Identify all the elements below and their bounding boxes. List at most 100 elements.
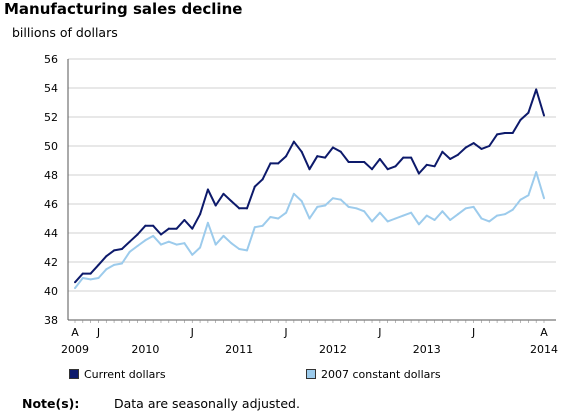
x-tick-month-label: J: [471, 326, 475, 339]
data-point: [206, 188, 209, 191]
data-point: [496, 133, 499, 136]
data-point: [128, 240, 131, 243]
data-point: [89, 278, 92, 281]
data-point: [175, 227, 178, 230]
data-point: [128, 250, 131, 253]
x-tick-year-label: 2011: [225, 343, 253, 356]
data-point: [183, 242, 186, 245]
data-point: [488, 220, 491, 223]
data-point: [89, 272, 92, 275]
data-point: [464, 146, 467, 149]
data-point: [269, 216, 272, 219]
note-text: Data are seasonally adjusted.: [114, 396, 300, 411]
data-point: [543, 197, 545, 200]
legend-label-constant: 2007 constant dollars: [321, 367, 441, 381]
data-point: [81, 276, 84, 279]
data-point: [402, 156, 405, 159]
series-line-constant-dollars: [74, 171, 545, 289]
x-tick-month-label: J: [96, 326, 100, 339]
y-tick-label-46: 46: [44, 198, 58, 211]
data-point: [480, 217, 483, 220]
data-point: [316, 155, 319, 158]
data-point: [214, 204, 217, 207]
data-point: [199, 246, 202, 249]
data-point: [74, 287, 76, 290]
data-point: [308, 217, 311, 220]
data-point: [261, 178, 264, 181]
data-point: [464, 207, 467, 210]
data-point: [496, 214, 499, 217]
data-point: [300, 150, 303, 153]
x-tick-month-label: A: [71, 326, 79, 339]
x-tick-year-label: 2014: [530, 343, 558, 356]
data-point: [316, 205, 319, 208]
chart-title: Manufacturing sales decline: [4, 0, 243, 18]
data-point: [519, 118, 522, 121]
data-point: [449, 158, 452, 161]
data-point: [277, 217, 280, 220]
note: Note(s): Data are seasonally adjusted.: [22, 396, 300, 411]
data-point: [417, 223, 420, 226]
data-point: [292, 192, 295, 195]
grid-lines: [68, 58, 556, 292]
data-point: [339, 150, 342, 153]
y-tick-label-44: 44: [44, 227, 58, 240]
data-point: [167, 227, 170, 230]
legend-item-constant-dollars: 2007 constant dollars: [306, 367, 441, 381]
data-point: [105, 255, 108, 258]
data-point: [355, 160, 358, 163]
data-point: [472, 205, 475, 208]
data-point: [167, 240, 170, 243]
data-point: [105, 268, 108, 271]
x-tick-year-label: 2009: [61, 343, 89, 356]
data-point: [480, 147, 483, 150]
data-point: [441, 210, 444, 213]
data-point: [191, 253, 194, 256]
note-label: Note(s):: [22, 396, 80, 411]
data-point: [339, 198, 342, 201]
data-point: [503, 213, 506, 216]
data-point: [285, 155, 288, 158]
data-point: [152, 234, 155, 237]
data-point: [113, 263, 116, 266]
data-point: [503, 131, 506, 134]
data-point: [269, 162, 272, 165]
data-point: [410, 156, 413, 159]
data-point: [144, 224, 147, 227]
series-line-current-dollars: [74, 88, 545, 283]
data-point: [222, 234, 225, 237]
data-point: [347, 160, 350, 163]
data-point: [245, 207, 248, 210]
data-point: [308, 168, 311, 171]
data-point: [324, 204, 327, 207]
legend-label-current: Current dollars: [84, 367, 166, 381]
data-point: [253, 185, 256, 188]
data-point: [394, 165, 397, 168]
data-point: [371, 220, 374, 223]
data-point: [222, 192, 225, 195]
x-tick-month-label: A: [540, 326, 548, 339]
series-lines: [74, 88, 545, 290]
data-point: [159, 233, 162, 236]
data-point: [433, 218, 436, 221]
data-point: [535, 88, 538, 91]
data-point: [175, 243, 178, 246]
data-point: [136, 233, 139, 236]
data-point: [347, 205, 350, 208]
data-point: [206, 221, 209, 224]
y-axis-unit-label: billions of dollars: [12, 25, 118, 40]
data-point: [324, 156, 327, 159]
data-point: [120, 262, 123, 265]
data-point: [292, 140, 295, 143]
data-point: [214, 243, 217, 246]
data-point: [441, 150, 444, 153]
data-point: [363, 160, 366, 163]
y-tick-label-54: 54: [44, 82, 58, 95]
data-point: [113, 249, 116, 252]
data-point: [433, 165, 436, 168]
x-tick-month-label: J: [377, 326, 381, 339]
axes: [67, 59, 556, 323]
x-tick-month-label: J: [190, 326, 194, 339]
x-tick-year-label: 2010: [131, 343, 159, 356]
